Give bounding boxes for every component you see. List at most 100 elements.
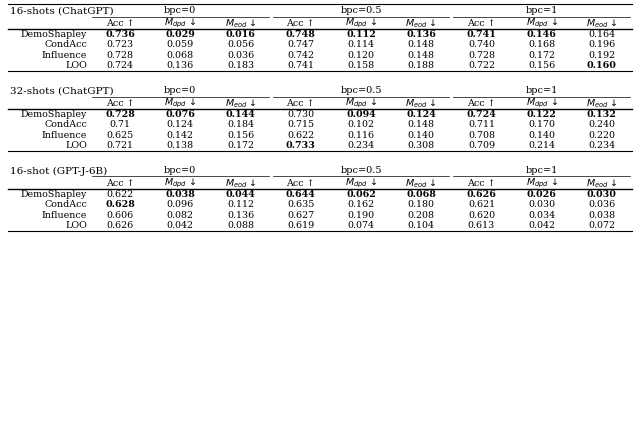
Text: 0.625: 0.625 [106,131,134,140]
Text: $M_{eod}$ ↓: $M_{eod}$ ↓ [405,177,437,190]
Text: 0.708: 0.708 [468,131,495,140]
Text: 0.162: 0.162 [348,200,374,209]
Text: $M_{dpd}$ ↓: $M_{dpd}$ ↓ [345,97,377,110]
Text: 0.148: 0.148 [408,51,435,60]
Text: 0.158: 0.158 [348,61,374,70]
Text: $M_{dpd}$ ↓: $M_{dpd}$ ↓ [525,177,557,190]
Text: 0.076: 0.076 [165,110,195,119]
Text: 0.728: 0.728 [107,51,134,60]
Text: 0.190: 0.190 [348,211,374,220]
Text: CondAcc: CondAcc [44,200,87,209]
Text: 0.308: 0.308 [408,141,435,150]
Text: $M_{dpd}$ ↓: $M_{dpd}$ ↓ [525,17,557,30]
Text: 0.234: 0.234 [588,141,616,150]
Text: Acc ↑: Acc ↑ [287,179,315,188]
Text: bpc=1: bpc=1 [525,86,558,95]
Text: 0.741: 0.741 [287,61,314,70]
Text: 0.140: 0.140 [528,131,555,140]
Text: $M_{dpd}$ ↓: $M_{dpd}$ ↓ [164,177,196,190]
Text: 0.082: 0.082 [167,211,194,220]
Text: 0.140: 0.140 [408,131,435,140]
Text: $M_{eod}$ ↓: $M_{eod}$ ↓ [405,17,437,30]
Text: 0.626: 0.626 [467,190,497,199]
Text: 0.733: 0.733 [286,141,316,150]
Text: 0.620: 0.620 [468,211,495,220]
Text: 0.728: 0.728 [468,51,495,60]
Text: 0.730: 0.730 [287,110,314,119]
Text: $M_{eod}$ ↓: $M_{eod}$ ↓ [586,97,618,110]
Text: 0.102: 0.102 [348,120,374,129]
Text: 0.183: 0.183 [227,61,254,70]
Text: 0.056: 0.056 [227,40,254,49]
Text: DemoShapley: DemoShapley [20,190,87,199]
Text: 0.136: 0.136 [227,211,254,220]
Text: 0.724: 0.724 [107,61,134,70]
Text: 0.234: 0.234 [348,141,374,150]
Text: 0.038: 0.038 [165,190,195,199]
Text: 0.136: 0.136 [166,61,194,70]
Text: 0.116: 0.116 [348,131,374,140]
Text: 0.736: 0.736 [105,30,135,39]
Text: 0.220: 0.220 [588,131,616,140]
Text: 0.188: 0.188 [408,61,435,70]
Text: 0.240: 0.240 [588,120,616,129]
Text: 0.711: 0.711 [468,120,495,129]
Text: 0.138: 0.138 [167,141,194,150]
Text: 0.164: 0.164 [588,30,616,39]
Text: 0.627: 0.627 [287,211,314,220]
Text: 0.622: 0.622 [287,131,314,140]
Text: Influence: Influence [42,131,87,140]
Text: 0.038: 0.038 [588,211,616,220]
Text: $M_{dpd}$ ↓: $M_{dpd}$ ↓ [164,17,196,30]
Text: 0.104: 0.104 [408,221,435,230]
Text: $M_{dpd}$ ↓: $M_{dpd}$ ↓ [345,17,377,30]
Text: 0.71: 0.71 [109,120,131,129]
Text: CondAcc: CondAcc [44,40,87,49]
Text: bpc=0.5: bpc=0.5 [340,86,381,95]
Text: Acc ↑: Acc ↑ [287,99,315,108]
Text: 0.606: 0.606 [106,211,134,220]
Text: 0.136: 0.136 [406,30,436,39]
Text: 0.156: 0.156 [227,131,254,140]
Text: 0.722: 0.722 [468,61,495,70]
Text: 0.170: 0.170 [528,120,555,129]
Text: 0.029: 0.029 [166,30,195,39]
Text: 0.748: 0.748 [286,30,316,39]
Text: $M_{dpd}$ ↓: $M_{dpd}$ ↓ [164,97,196,110]
Text: Acc ↑: Acc ↑ [287,19,315,28]
Text: bpc=0: bpc=0 [164,6,196,15]
Text: 0.096: 0.096 [166,200,194,209]
Text: LOO: LOO [65,141,87,150]
Text: bpc=0: bpc=0 [164,166,196,175]
Text: 0.184: 0.184 [227,120,254,129]
Text: $M_{eod}$ ↓: $M_{eod}$ ↓ [405,97,437,110]
Text: 16-shots (ChatGPT): 16-shots (ChatGPT) [10,7,114,16]
Text: 0.742: 0.742 [287,51,314,60]
Text: DemoShapley: DemoShapley [20,110,87,119]
Text: 0.156: 0.156 [528,61,556,70]
Text: 0.192: 0.192 [588,51,616,60]
Text: 0.068: 0.068 [406,190,436,199]
Text: Acc ↑: Acc ↑ [467,99,496,108]
Text: 0.723: 0.723 [106,40,134,49]
Text: 0.094: 0.094 [346,110,376,119]
Text: 0.628: 0.628 [105,200,135,209]
Text: 0.034: 0.034 [528,211,556,220]
Text: 0.132: 0.132 [587,110,617,119]
Text: 0.613: 0.613 [468,221,495,230]
Text: $M_{dpd}$ ↓: $M_{dpd}$ ↓ [525,97,557,110]
Text: $M_{eod}$ ↓: $M_{eod}$ ↓ [225,97,257,110]
Text: 0.068: 0.068 [167,51,194,60]
Text: 0.180: 0.180 [408,200,435,209]
Text: 0.016: 0.016 [226,30,255,39]
Text: Acc ↑: Acc ↑ [467,179,496,188]
Text: 0.148: 0.148 [408,120,435,129]
Text: 0.042: 0.042 [167,221,194,230]
Text: 32-shots (ChatGPT): 32-shots (ChatGPT) [10,87,114,96]
Text: 0.088: 0.088 [227,221,254,230]
Text: 0.124: 0.124 [406,110,436,119]
Text: 0.059: 0.059 [166,40,194,49]
Text: 0.635: 0.635 [287,200,314,209]
Text: bpc=0.5: bpc=0.5 [340,166,381,175]
Text: 0.172: 0.172 [227,141,254,150]
